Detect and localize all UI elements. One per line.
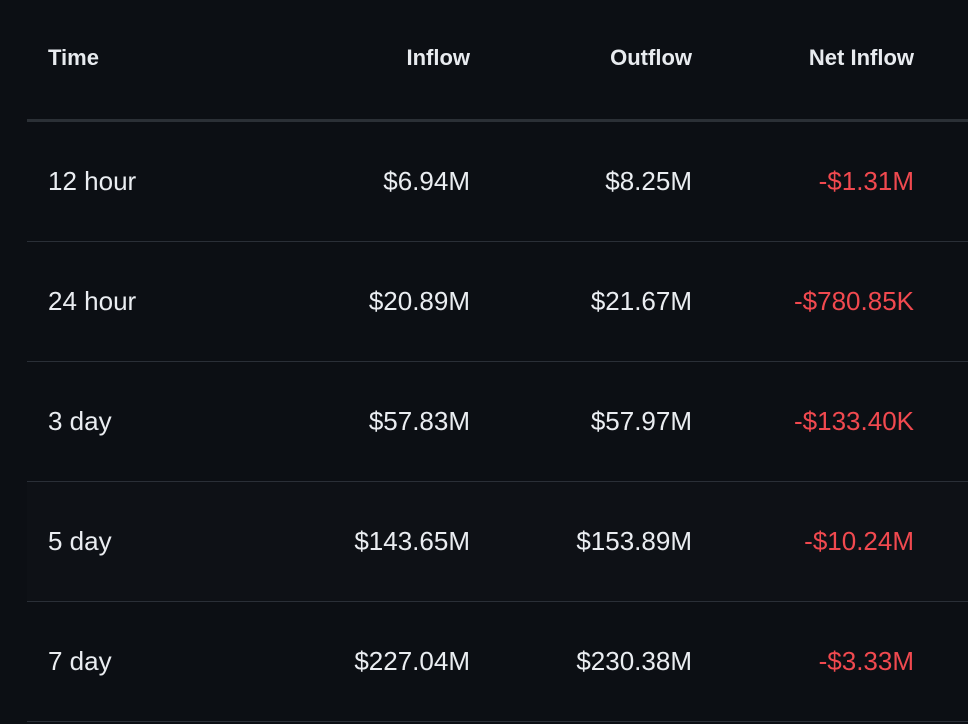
table-row: 5 day $143.65M $153.89M -$10.24M — [27, 482, 968, 602]
outflow-cell: $57.97M — [590, 406, 692, 436]
net-inflow-cell: -$3.33M — [818, 646, 914, 676]
table-row: 3 day $57.83M $57.97M -$133.40K — [27, 362, 968, 482]
net-inflow-cell: -$133.40K — [794, 406, 914, 436]
net-inflow-cell: -$1.31M — [818, 166, 914, 196]
outflow-cell: $230.38M — [576, 646, 692, 676]
inflow-cell: $143.65M — [354, 526, 470, 556]
time-cell: 5 day — [48, 526, 112, 556]
table-row: 7 day $227.04M $230.38M -$3.33M — [27, 602, 968, 722]
fund-flow-table: Time Inflow Outflow Net Inflow 12 hour $… — [27, 0, 968, 722]
time-cell: 3 day — [48, 406, 112, 436]
table-row: 24 hour $20.89M $21.67M -$780.85K — [27, 242, 968, 362]
inflow-cell: $20.89M — [368, 286, 470, 316]
inflow-cell: $57.83M — [368, 406, 470, 436]
column-header-outflow: Outflow — [610, 44, 692, 70]
time-cell: 7 day — [48, 646, 112, 676]
outflow-cell: $21.67M — [590, 286, 692, 316]
column-header-inflow: Inflow — [406, 44, 470, 70]
outflow-cell: $153.89M — [576, 526, 692, 556]
table-row: 12 hour $6.94M $8.25M -$1.31M — [27, 122, 968, 242]
column-header-net-inflow: Net Inflow — [808, 44, 914, 70]
table-header-row: Time Inflow Outflow Net Inflow — [27, 0, 968, 122]
column-header-time: Time — [48, 44, 99, 70]
time-cell: 24 hour — [48, 286, 137, 316]
net-inflow-cell: -$780.85K — [794, 286, 914, 316]
net-inflow-cell: -$10.24M — [804, 526, 914, 556]
outflow-cell: $8.25M — [605, 166, 692, 196]
time-cell: 12 hour — [48, 166, 137, 196]
inflow-cell: $6.94M — [383, 166, 470, 196]
inflow-cell: $227.04M — [354, 646, 470, 676]
